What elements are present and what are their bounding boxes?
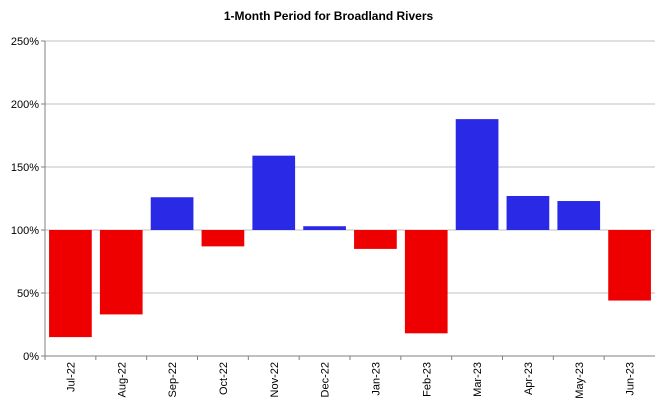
y-tick-label: 250% — [11, 36, 39, 48]
bar-dec-22 — [303, 226, 346, 230]
y-tick-label: 150% — [11, 162, 39, 174]
x-tick-label: Apr-23 — [523, 362, 535, 395]
x-tick-label: Sep-22 — [167, 362, 179, 397]
chart-title: 1-Month Period for Broadland Rivers — [223, 9, 434, 23]
x-tick-label: Jan-23 — [370, 362, 382, 396]
y-tick-label: 0% — [23, 351, 39, 363]
bar-jan-23 — [354, 230, 397, 249]
x-tick-label: Jun-23 — [625, 362, 637, 396]
bar-feb-23 — [404, 230, 448, 334]
y-tick-label: 100% — [11, 225, 39, 237]
bar-jun-23 — [608, 230, 651, 301]
bar-may-23 — [557, 201, 601, 230]
x-tick-label: Jul-22 — [65, 362, 77, 392]
x-tick-label: Mar-23 — [472, 362, 484, 397]
x-tick-label: Oct-22 — [218, 362, 230, 395]
bar-jul-22 — [49, 230, 92, 338]
x-tick-label: Nov-22 — [269, 362, 281, 397]
y-tick-label: 50% — [17, 288, 39, 300]
x-tick-label: Feb-23 — [421, 362, 433, 397]
bar-nov-22 — [252, 155, 296, 230]
x-tick-label: May-23 — [574, 362, 586, 399]
bar-aug-22 — [99, 230, 143, 315]
bar-mar-23 — [455, 119, 499, 230]
bar-oct-22 — [201, 230, 245, 247]
y-tick-label: 200% — [11, 99, 39, 111]
bar-sep-22 — [150, 197, 194, 230]
x-tick-label: Aug-22 — [116, 362, 128, 397]
bar-apr-23 — [506, 195, 550, 230]
x-tick-label: Dec-22 — [320, 362, 332, 397]
